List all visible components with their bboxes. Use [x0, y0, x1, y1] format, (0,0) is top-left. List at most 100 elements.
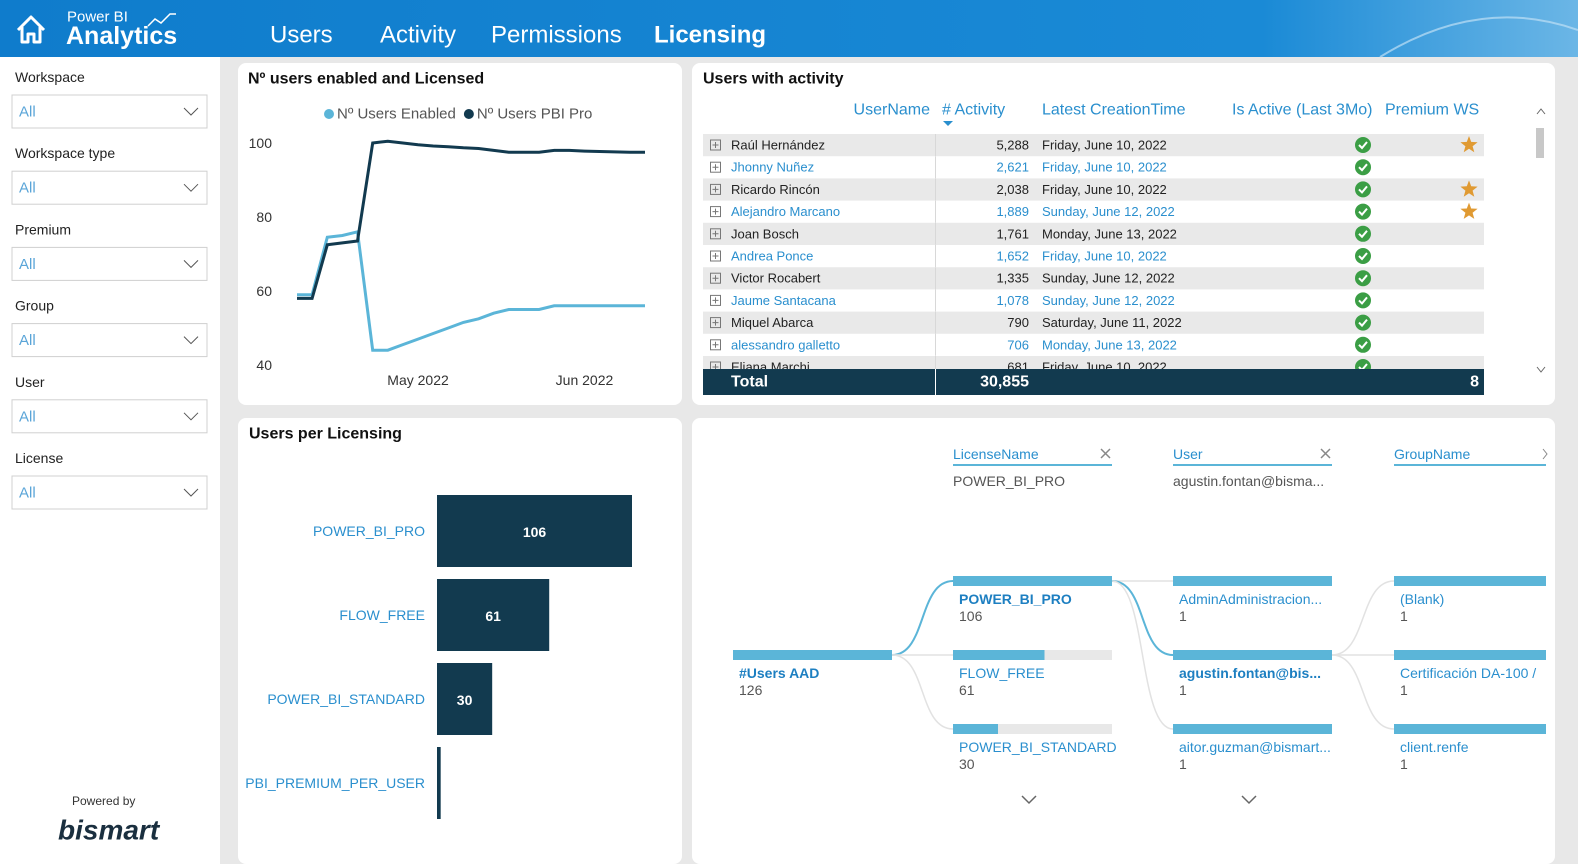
active-check: [1358, 274, 1368, 283]
total-activity: 30,855: [980, 374, 1029, 391]
tree-node-value: 1: [1179, 608, 1187, 624]
logo: bismart: [58, 815, 161, 846]
tree-more[interactable]: [1021, 795, 1037, 805]
tree-column-header[interactable]: LicenseName: [953, 446, 1039, 462]
cell-latest: Friday, June 10, 2022: [1042, 249, 1167, 264]
cell-activity: 2,621: [996, 160, 1029, 175]
tree-node-label[interactable]: POWER_BI_PRO: [959, 591, 1072, 607]
expand-icon[interactable]: [710, 139, 721, 151]
cell-latest: Saturday, June 11, 2022: [1042, 315, 1182, 330]
tree-node-label[interactable]: (Blank): [1400, 591, 1444, 607]
line-series: [297, 139, 645, 300]
filter-dropdown[interactable]: [11, 399, 208, 434]
tree-remove[interactable]: [1320, 448, 1331, 459]
nav-tab[interactable]: Licensing: [654, 22, 766, 49]
tree-column-header[interactable]: User: [1173, 446, 1203, 462]
column-header[interactable]: Premium WS: [1385, 102, 1479, 119]
tree-column-header[interactable]: GroupName: [1394, 446, 1470, 462]
expand-icon[interactable]: [710, 161, 721, 173]
tree-more[interactable]: [1241, 795, 1257, 805]
tree-remove[interactable]: [1100, 448, 1111, 459]
active-icon: [1355, 181, 1371, 198]
x-tick-label: Jun 2022: [556, 372, 614, 388]
tree-bar: [953, 576, 1112, 586]
cell-activity: 790: [1007, 315, 1029, 330]
filter-dropdown[interactable]: [11, 94, 208, 129]
filter-dropdown[interactable]: [11, 170, 208, 205]
filter-dropdown[interactable]: [11, 246, 208, 281]
tree-link: [891, 654, 954, 730]
tree-next[interactable]: [1542, 448, 1548, 460]
tree-link: [891, 580, 954, 656]
chart-title: Users per Licensing: [249, 426, 402, 443]
expand-icon[interactable]: [710, 228, 721, 240]
legend-marker: [324, 109, 334, 119]
cell-activity: 1,761: [996, 226, 1029, 241]
cell-activity: 706: [1007, 337, 1029, 352]
filter-dropdown[interactable]: [11, 323, 208, 358]
tree-node-label[interactable]: FLOW_FREE: [959, 665, 1045, 681]
nav-tab[interactable]: Activity: [380, 22, 456, 49]
x-tick-label: May 2022: [387, 372, 449, 388]
filter-value: All: [19, 408, 36, 425]
y-tick-label: 40: [256, 357, 272, 373]
filter-label: Workspace type: [15, 145, 115, 161]
tree-node-label[interactable]: agustin.fontan@bis...: [1179, 665, 1321, 681]
expand-icon[interactable]: [710, 317, 721, 329]
category-label: POWER_BI_STANDARD: [267, 691, 425, 707]
scrollbar-thumb[interactable]: [1536, 128, 1544, 158]
tree-node-label[interactable]: Certificación DA-100 /: [1400, 665, 1536, 681]
filter-dropdown[interactable]: [11, 475, 208, 510]
column-header[interactable]: Is Active (Last 3Mo): [1232, 102, 1373, 119]
expand-icon[interactable]: [710, 250, 721, 262]
tree-node-value: 1: [1400, 608, 1408, 624]
active-icon: [1355, 314, 1371, 331]
cell-latest: Friday, June 10, 2022: [1042, 160, 1167, 175]
chevron: [183, 488, 199, 497]
cell-activity: 5,288: [996, 138, 1029, 153]
bar: [437, 747, 441, 819]
nav-tab[interactable]: Permissions: [491, 22, 622, 49]
chevron: [183, 412, 199, 421]
filter-value: All: [19, 332, 36, 349]
tree-node-label[interactable]: client.renfe: [1400, 739, 1469, 755]
panel: [238, 63, 682, 405]
scroll-arrows[interactable]: [1536, 108, 1546, 373]
filter-label: License: [15, 450, 63, 466]
tree-node-label[interactable]: POWER_BI_STANDARD: [959, 739, 1117, 755]
home-icon[interactable]: [16, 15, 46, 44]
active-check: [1358, 341, 1368, 350]
row-background: [703, 356, 1484, 369]
column-header[interactable]: UserName: [854, 102, 931, 119]
brand: Analytics: [66, 22, 177, 50]
tree-node-value: 126: [739, 682, 763, 698]
expand-icon[interactable]: [710, 272, 721, 284]
expand-icon[interactable]: [710, 361, 721, 372]
expand-plus: [712, 341, 719, 348]
cell-user: Andrea Ponce: [731, 249, 813, 264]
column-header[interactable]: # Activity: [942, 102, 1005, 119]
data-label: 30: [457, 692, 473, 708]
total-premium: 8: [1470, 374, 1479, 391]
expand-icon[interactable]: [710, 294, 721, 306]
expand-icon[interactable]: [710, 339, 721, 351]
column-header[interactable]: Latest CreationTime: [1042, 102, 1186, 119]
expand-icon[interactable]: [710, 206, 721, 218]
premium-star: [1460, 136, 1478, 153]
tree-bar: [1394, 650, 1546, 660]
chevron: [183, 107, 199, 116]
expand-icon[interactable]: [710, 183, 721, 195]
cell-latest: Friday, June 10, 2022: [1042, 138, 1167, 153]
nav-tab[interactable]: Users: [270, 22, 333, 49]
cell-user: Jaume Santacana: [731, 293, 837, 308]
tree-node-label[interactable]: AdminAdministracion...: [1179, 591, 1322, 607]
tree-node-label[interactable]: aitor.guzman@bismart...: [1179, 739, 1331, 755]
cell-latest: Monday, June 13, 2022: [1042, 337, 1177, 352]
expand-plus: [712, 230, 719, 237]
expand-plus: [712, 164, 719, 171]
active-icon: [1355, 137, 1371, 153]
filter-value: All: [19, 180, 36, 197]
table-body: Raúl Hernández 5,288 Friday, June 10, 2022…: [703, 134, 1484, 372]
